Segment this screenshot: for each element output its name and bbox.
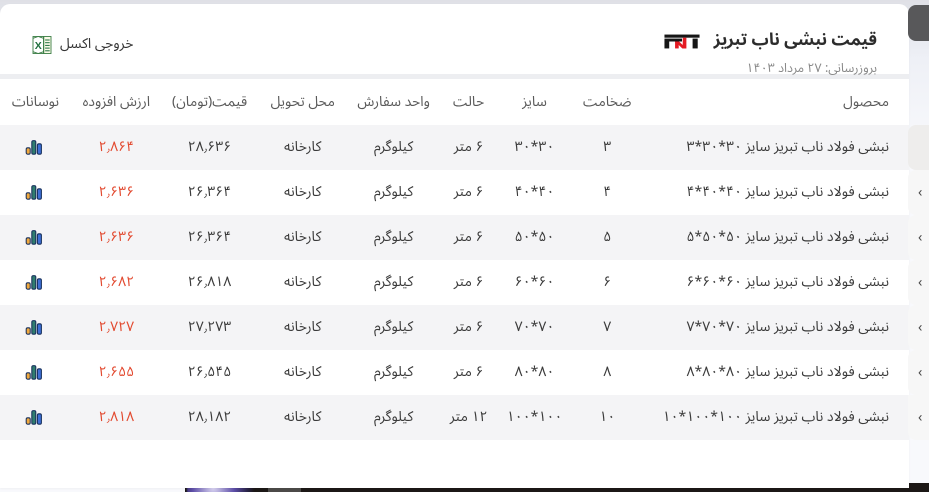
svg-text:X: X: [35, 40, 42, 52]
